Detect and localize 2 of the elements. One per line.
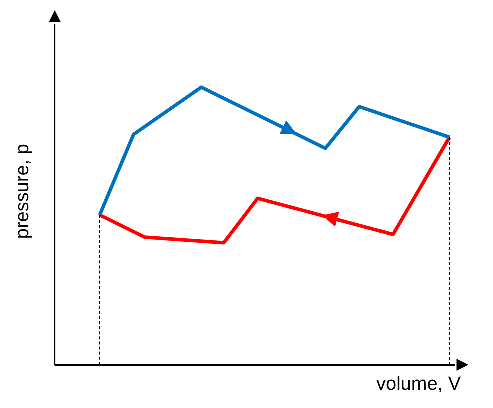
x-axis-title: volume, V xyxy=(376,374,462,395)
y-axis-title: pressure, p xyxy=(12,144,34,240)
